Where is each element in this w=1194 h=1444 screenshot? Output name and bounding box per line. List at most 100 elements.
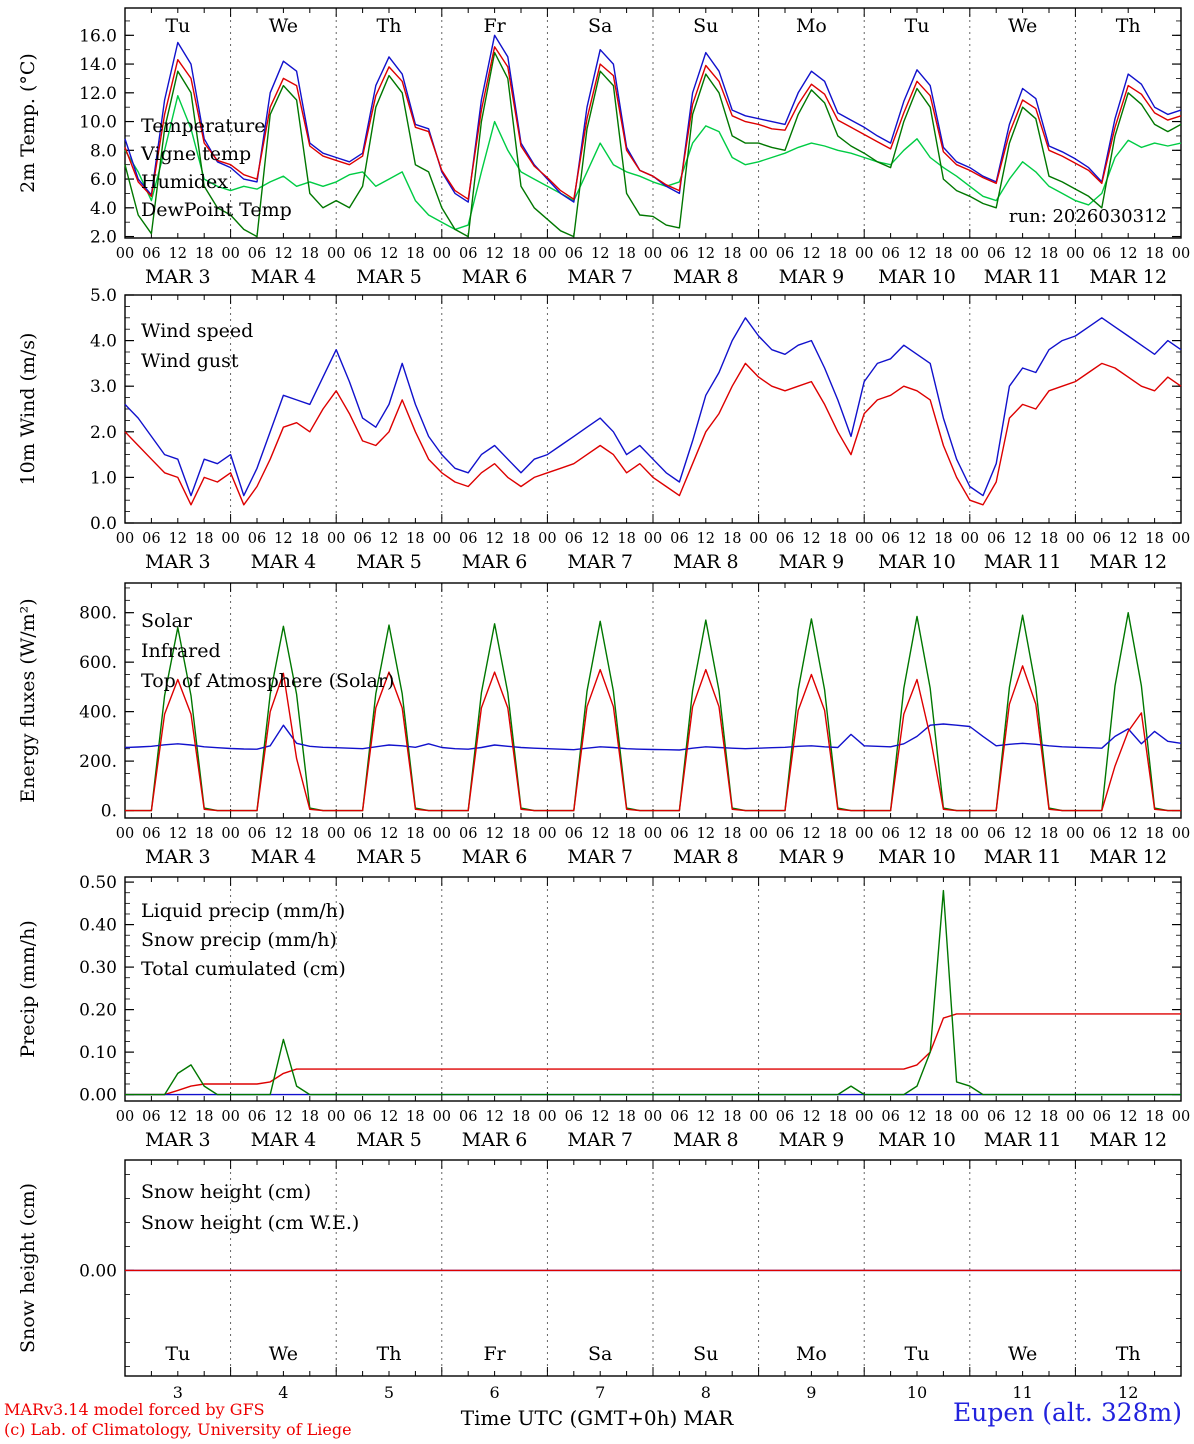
panel-precip: 0.00 0.10 0.20 0.30 0.40 0.50 Precip (mm/h) Liq… [17, 873, 1190, 1151]
hour-tick-label: 18 [512, 246, 530, 262]
y-tick-label: 0. [101, 802, 117, 822]
day-label: MAR 12 [1089, 266, 1167, 288]
legend-label: DewPoint Temp [141, 199, 292, 221]
hour-tick-label: 06 [670, 246, 688, 262]
day-label: MAR 9 [779, 1129, 845, 1151]
hour-tick-label: 18 [1145, 826, 1163, 842]
weekday-label: Mo [796, 1343, 827, 1365]
hour-tick-label: 12 [908, 826, 926, 842]
hour-tick-label: 18 [406, 531, 424, 547]
day-label: MAR 4 [251, 551, 317, 573]
hour-tick-label: 18 [829, 826, 847, 842]
hour-tick-label: 00 [1066, 531, 1084, 547]
legend-label: Solar [141, 610, 193, 632]
hour-tick-label: 12 [274, 826, 292, 842]
day-label: MAR 9 [779, 266, 845, 288]
hour-tick-label: 06 [776, 531, 794, 547]
hour-tick-label: 18 [934, 531, 952, 547]
hour-tick-label: 12 [802, 1109, 820, 1125]
panel-wind: 0.0 1.0 2.0 3.0 4.0 5.0 10m Wind (m/s) Wind spe… [17, 286, 1190, 573]
hour-tick-label: 00 [538, 826, 556, 842]
hour-tick-label: 00 [327, 826, 345, 842]
hour-tick-label: 18 [512, 1109, 530, 1125]
panel-snow-height: 0.00 Snow height (cm) Snow height (cm) Snow… [17, 1159, 1182, 1402]
y-tick-label: 10.0 [79, 113, 117, 133]
day-label: MAR 9 [779, 551, 845, 573]
series-top-of-atmosphere-solar [125, 612, 1181, 812]
hour-tick-label: 06 [353, 531, 371, 547]
day-label: MAR 7 [567, 266, 633, 288]
hour-tick-label: 18 [934, 246, 952, 262]
day-number-label: 12 [1118, 1383, 1138, 1402]
legend-label: Total cumulated (cm) [141, 958, 346, 980]
hour-tick-label: 12 [485, 1109, 503, 1125]
day-label: MAR 6 [462, 1129, 528, 1151]
day-label: MAR 11 [984, 1129, 1062, 1151]
hour-tick-label: 06 [776, 1109, 794, 1125]
hour-tick-label: 18 [829, 531, 847, 547]
hour-tick-label: 00 [327, 246, 345, 262]
hour-tick-label: 18 [617, 826, 635, 842]
hour-tick-label: 00 [855, 531, 873, 547]
hour-tick-label: 12 [380, 826, 398, 842]
hour-tick-label: 00 [221, 246, 239, 262]
hour-tick-label: 00 [221, 531, 239, 547]
hour-tick-label: 18 [301, 246, 319, 262]
y-axis-title: 10m Wind (m/s) [17, 333, 39, 486]
hour-tick-label: 12 [1013, 246, 1031, 262]
y-tick-label: 0.10 [79, 1043, 117, 1063]
hour-tick-label: 06 [459, 531, 477, 547]
legend-label: Top of Atmosphere (Solar) [141, 670, 394, 692]
hour-tick-label: 12 [908, 531, 926, 547]
hour-tick-label: 06 [459, 1109, 477, 1125]
hour-tick-label: 18 [1145, 1109, 1163, 1125]
hour-tick-label: 00 [961, 531, 979, 547]
series-total-cumulated-cm [125, 1013, 1181, 1096]
hour-tick-label: 18 [723, 1109, 741, 1125]
hour-tick-label: 00 [961, 246, 979, 262]
hour-tick-label: 12 [169, 1109, 187, 1125]
y-tick-label: 4.0 [90, 332, 117, 352]
day-label: MAR 9 [779, 846, 845, 868]
hour-tick-label: 18 [1040, 1109, 1058, 1125]
hour-tick-label: 00 [961, 1109, 979, 1125]
hour-tick-label: 12 [591, 531, 609, 547]
hour-tick-label: 18 [829, 1109, 847, 1125]
y-tick-label: 6.0 [90, 170, 117, 190]
weekday-label: Tu [165, 15, 190, 37]
legend-label: Snow precip (mm/h) [141, 929, 337, 951]
hour-tick-label: 12 [1013, 531, 1031, 547]
weekday-label: Th [1116, 1343, 1141, 1365]
y-axis-title: Energy fluxes (W/m²) [17, 598, 39, 802]
hour-tick-label: 06 [565, 826, 583, 842]
hour-tick-label: 00 [221, 826, 239, 842]
hour-tick-label: 00 [644, 531, 662, 547]
hour-tick-label: 00 [855, 1109, 873, 1125]
y-tick-label: 0.00 [79, 1086, 117, 1106]
y-tick-label: 4.0 [90, 199, 117, 219]
legend-label: Infrared [141, 640, 221, 662]
hour-tick-label: 12 [169, 246, 187, 262]
hour-tick-label: 12 [274, 246, 292, 262]
day-number-label: 6 [490, 1383, 500, 1402]
hour-tick-label: 06 [353, 246, 371, 262]
hour-tick-label: 00 [327, 531, 345, 547]
hour-tick-label: 06 [248, 246, 266, 262]
day-label: MAR 11 [984, 846, 1062, 868]
y-tick-label: 0.00 [79, 1261, 117, 1281]
day-label: MAR 3 [145, 846, 211, 868]
day-number-label: 4 [278, 1383, 288, 1402]
y-tick-label: 600. [79, 653, 117, 673]
hour-tick-label: 06 [565, 1109, 583, 1125]
credit-line-1: MARv3.14 model forced by GFS [4, 1400, 265, 1419]
hour-tick-label: 18 [512, 826, 530, 842]
series-dewpoint-temp [124, 94, 1182, 231]
hour-tick-label: 12 [380, 1109, 398, 1125]
day-number-label: 7 [595, 1383, 605, 1402]
y-tick-label: 0.30 [79, 958, 117, 978]
hour-tick-label: 18 [1145, 531, 1163, 547]
hour-tick-label: 00 [433, 826, 451, 842]
day-label: MAR 3 [145, 1129, 211, 1151]
